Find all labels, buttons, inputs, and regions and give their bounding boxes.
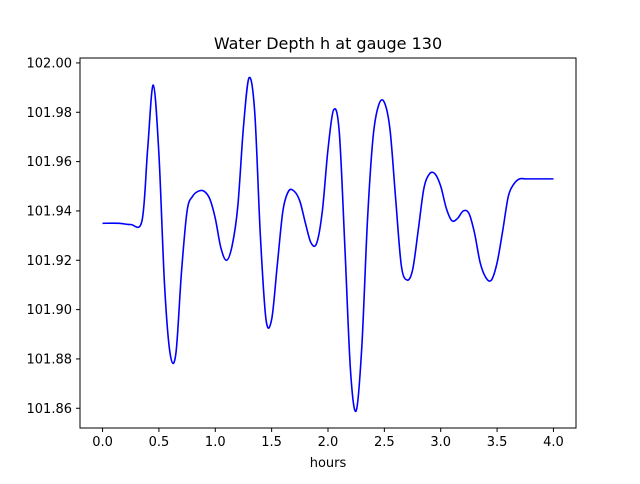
y-axis: 101.86 101.88 101.90 101.92 101.94 101.96 101.… [27, 56, 80, 417]
plot-frame [79, 57, 577, 429]
y-tick-label: 101.86 [27, 402, 73, 417]
series-line [102, 76, 554, 413]
chart-title: Water Depth h at gauge 130 [214, 34, 442, 53]
y-tick-label: 101.92 [27, 254, 73, 269]
series-layer [102, 76, 554, 413]
x-tick-label: 2.0 [318, 435, 339, 450]
x-axis-title: hours [310, 456, 347, 471]
y-tick-label: 101.98 [27, 106, 73, 121]
y-tick-label: 101.90 [27, 303, 73, 318]
y-tick-label: 101.96 [27, 155, 73, 170]
x-tick-label: 1.0 [205, 435, 226, 450]
x-tick-label: 3.0 [430, 435, 451, 450]
x-tick-label: 0.0 [92, 435, 113, 450]
x-tick-label: 4.0 [543, 435, 564, 450]
x-tick-label: 1.5 [261, 435, 282, 450]
y-tick-label: 101.88 [27, 352, 73, 367]
x-tick-label: 3.5 [487, 435, 508, 450]
x-tick-label: 0.5 [149, 435, 170, 450]
x-axis: 0.0 0.5 1.0 1.5 2.0 2.5 3.0 3.5 4.0 [92, 428, 564, 450]
y-tick-label: 101.94 [27, 204, 73, 219]
x-tick-label: 2.5 [374, 435, 395, 450]
y-tick-label: 102.00 [27, 56, 73, 71]
